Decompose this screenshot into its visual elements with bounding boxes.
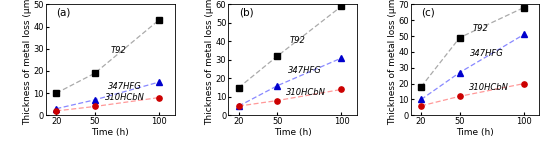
X-axis label: Time (h): Time (h) <box>92 128 129 137</box>
Y-axis label: Thickness of metal loss (μm): Thickness of metal loss (μm) <box>388 0 397 125</box>
Text: 347HFG: 347HFG <box>288 66 321 75</box>
Text: (a): (a) <box>56 8 70 18</box>
Text: T92: T92 <box>290 36 306 45</box>
Text: (c): (c) <box>421 8 435 18</box>
X-axis label: Time (h): Time (h) <box>274 128 312 137</box>
Text: 310HCbN: 310HCbN <box>286 88 326 97</box>
X-axis label: Time (h): Time (h) <box>456 128 494 137</box>
Text: 310HCbN: 310HCbN <box>469 82 508 92</box>
Text: (b): (b) <box>238 8 253 18</box>
Y-axis label: Thickness of metal loss (μm): Thickness of metal loss (μm) <box>205 0 215 125</box>
Text: 310HCbN: 310HCbN <box>105 93 145 102</box>
Y-axis label: Thickness of metal loss (μm): Thickness of metal loss (μm) <box>23 0 32 125</box>
Text: 347HFG: 347HFG <box>470 49 504 58</box>
Text: T92: T92 <box>110 46 126 55</box>
Text: T92: T92 <box>473 24 488 33</box>
Text: 347HFG: 347HFG <box>108 82 141 91</box>
